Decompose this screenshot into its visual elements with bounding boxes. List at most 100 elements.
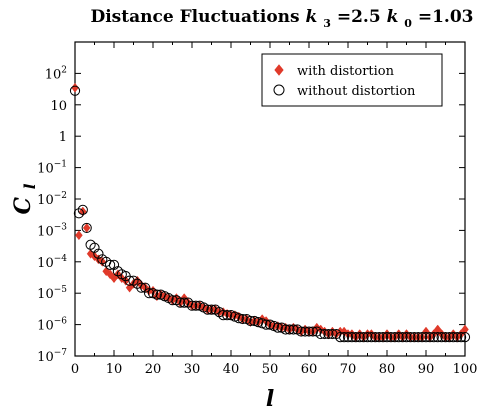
data-point-without-distortion	[249, 315, 260, 327]
data-point-without-distortion	[253, 317, 264, 328]
x-tick-label: 70	[340, 362, 357, 377]
y-tick-label: 10−2	[37, 191, 67, 208]
data-point-with-distortion	[422, 326, 430, 337]
data-point-without-distortion	[378, 331, 389, 343]
data-point-without-distortion	[151, 289, 162, 300]
legend-box	[261, 53, 443, 107]
y-tick-label: 10−5	[37, 285, 67, 302]
data-point-without-distortion	[381, 331, 393, 343]
y-tick-label: 10	[50, 99, 67, 114]
chart-title-k0-var: k	[387, 7, 399, 27]
data-point-without-distortion	[397, 331, 408, 343]
data-point-without-distortion	[448, 331, 459, 343]
data-point-without-distortion	[346, 331, 357, 343]
x-tick-label: 80	[379, 362, 396, 377]
data-point-without-distortion	[186, 300, 198, 311]
data-point-without-distortion	[303, 326, 315, 337]
data-point-with-distortion	[82, 223, 91, 233]
x-tick-label: 10	[106, 362, 123, 377]
data-point-without-distortion	[69, 85, 81, 96]
data-point-without-distortion	[144, 288, 155, 299]
x-tick-label: 0	[71, 362, 79, 377]
data-point-without-distortion	[261, 319, 272, 330]
data-point-without-distortion	[339, 331, 350, 343]
chart-title-prefix: Distance Fluctuations	[90, 7, 305, 27]
data-point-without-distortion	[136, 282, 147, 293]
data-point-without-distortion	[440, 331, 451, 343]
data-point-without-distortion	[459, 331, 471, 343]
y-tick-label: 10−6	[37, 317, 67, 334]
data-point-without-distortion	[222, 310, 233, 321]
data-point-without-distortion	[358, 331, 369, 343]
data-point-without-distortion	[319, 328, 330, 340]
data-point-with-distortion	[75, 230, 83, 241]
data-point-without-distortion	[272, 322, 283, 333]
data-point-without-distortion	[374, 331, 385, 343]
data-point-without-distortion	[73, 208, 85, 219]
x-axis-ticks: 0 10 20 30 40 50 60 70 80 90 100	[71, 42, 478, 377]
data-point-without-distortion	[280, 324, 291, 335]
chart-title-k0-val: =1.03	[418, 7, 474, 27]
series-without-distortion	[69, 85, 471, 343]
data-point-without-distortion	[366, 331, 377, 343]
data-point-without-distortion	[112, 266, 124, 277]
chart-title-k0-sub: 0	[404, 17, 412, 30]
data-point-without-distortion	[81, 222, 92, 234]
chart-title: Distance Fluctuations k 3 =2.5 k 0 =1.03	[90, 7, 473, 32]
data-point-without-distortion	[413, 331, 424, 343]
data-point-without-distortion	[307, 326, 318, 337]
y-axis-ticks: 102 10 1 10−1 10−2 10−3 10−4 10−5 10−6 10−7	[37, 65, 465, 365]
data-point-without-distortion	[342, 331, 354, 343]
data-point-without-distortion	[190, 300, 201, 311]
data-point-without-distortion	[420, 331, 432, 343]
data-point-without-distortion	[409, 331, 420, 343]
data-point-without-distortion	[167, 295, 178, 306]
y-axis-label: C l	[10, 183, 39, 214]
data-point-without-distortion	[140, 282, 151, 293]
data-point-without-distortion	[444, 331, 455, 343]
data-point-with-distortion	[71, 82, 79, 93]
data-point-without-distortion	[335, 331, 346, 343]
x-tick-label: 50	[262, 362, 279, 377]
x-tick-label: 40	[223, 362, 240, 377]
data-point-without-distortion	[354, 331, 365, 343]
y-tick-label: 10−1	[37, 160, 67, 177]
y-tick-label: 10−4	[37, 254, 67, 271]
data-point-without-distortion	[128, 275, 139, 286]
data-point-without-distortion	[77, 204, 88, 215]
data-point-without-distortion	[202, 304, 213, 315]
series-with-distortion	[71, 82, 469, 343]
x-tick-label: 60	[301, 362, 318, 377]
data-point-without-distortion	[175, 297, 186, 308]
legend-circle-marker	[273, 84, 285, 96]
x-axis-label: l	[266, 386, 274, 412]
data-point-without-distortion	[350, 331, 361, 343]
y-axis-label-sub: l	[21, 183, 39, 189]
x-tick-label: 90	[418, 362, 435, 377]
data-point-without-distortion	[93, 248, 104, 259]
chart-title-k3-var: k	[306, 7, 318, 27]
data-point-without-distortion	[323, 328, 334, 340]
x-tick-label: 100	[453, 362, 478, 377]
series-layer	[69, 82, 471, 343]
data-point-without-distortion	[428, 331, 439, 343]
data-point-without-distortion	[424, 331, 435, 343]
data-point-without-distortion	[370, 331, 381, 343]
y-tick-label: 1	[59, 130, 67, 145]
chart-title-k3-sub: 3	[323, 17, 331, 30]
data-point-without-distortion	[288, 324, 299, 335]
data-point-without-distortion	[245, 315, 256, 327]
data-point-without-distortion	[456, 331, 467, 343]
data-point-without-distortion	[436, 331, 447, 343]
data-point-without-distortion	[452, 331, 463, 343]
data-point-without-distortion	[89, 242, 100, 253]
data-point-without-distortion	[85, 239, 96, 250]
data-point-without-distortion	[405, 331, 416, 343]
legend-label-without-distortion: without distortion	[297, 84, 416, 99]
data-point-without-distortion	[300, 326, 311, 337]
data-point-without-distortion	[385, 331, 396, 343]
data-point-without-distortion	[393, 331, 404, 343]
data-point-without-distortion	[315, 328, 326, 340]
data-point-without-distortion	[417, 331, 428, 343]
